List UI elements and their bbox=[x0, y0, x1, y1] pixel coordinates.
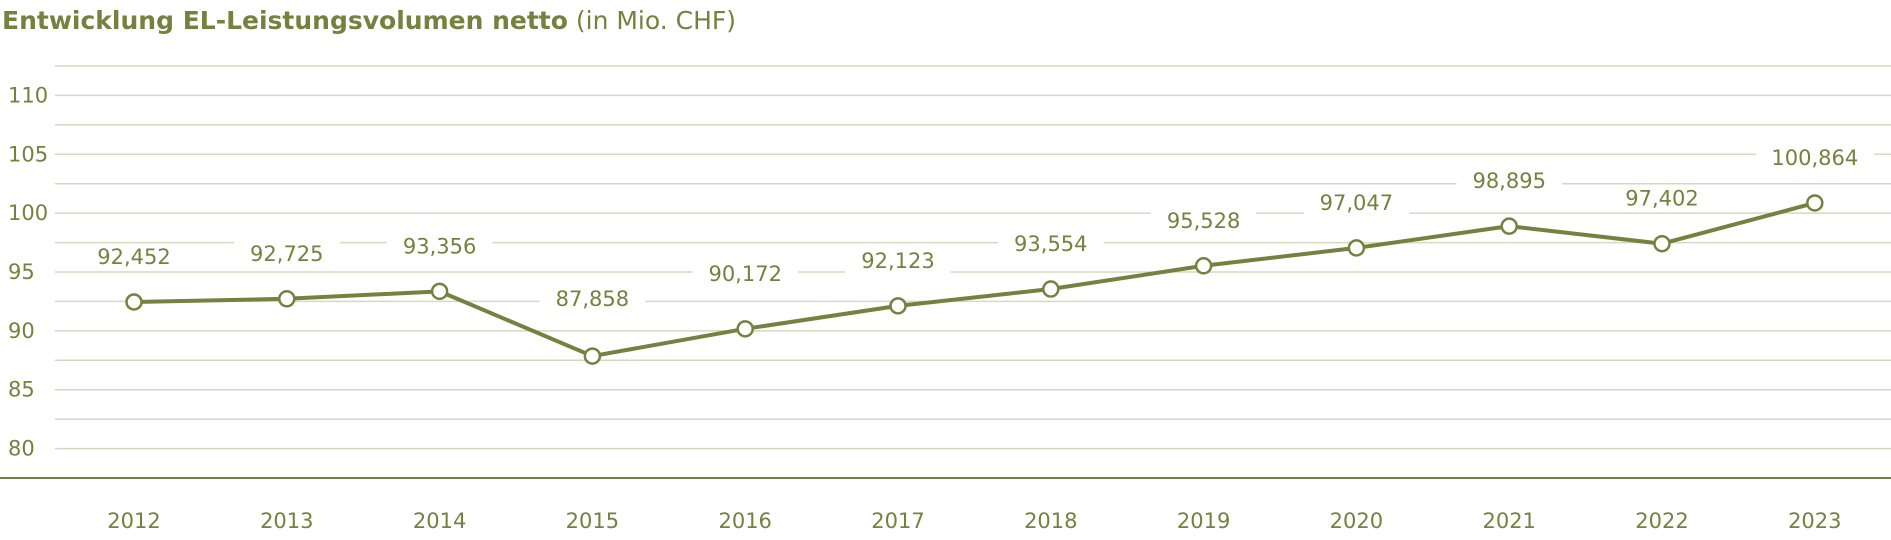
y-tick-label: 95 bbox=[8, 260, 35, 284]
data-label: 97,047 bbox=[1320, 191, 1393, 215]
data-point bbox=[1806, 194, 1824, 212]
data-label-bg bbox=[998, 231, 1104, 258]
y-tick-label: 105 bbox=[8, 142, 48, 166]
chart-title-unit: (in Mio. CHF) bbox=[575, 6, 737, 35]
data-label: 97,402 bbox=[1625, 187, 1698, 211]
data-label-bg bbox=[234, 240, 340, 267]
data-label-bg bbox=[1609, 185, 1715, 212]
data-point bbox=[736, 320, 754, 338]
x-tick-label: 2016 bbox=[718, 509, 771, 533]
x-tick-label: 2013 bbox=[260, 509, 313, 533]
data-label-bg bbox=[1150, 207, 1257, 234]
data-label-bg bbox=[1456, 168, 1562, 195]
chart-title-main: Entwicklung EL-Leistungsvolumen netto bbox=[2, 6, 568, 35]
data-point bbox=[278, 290, 296, 308]
y-tick-label: 100 bbox=[8, 201, 48, 225]
data-label: 87,858 bbox=[556, 287, 629, 311]
data-label: 98,895 bbox=[1472, 169, 1545, 193]
x-tick-label: 2015 bbox=[566, 509, 619, 533]
x-tick-label: 2019 bbox=[1177, 509, 1230, 533]
x-tick-label: 2022 bbox=[1635, 509, 1688, 533]
data-label: 92,725 bbox=[250, 242, 323, 266]
data-label-bg bbox=[845, 247, 951, 274]
data-point bbox=[1194, 257, 1213, 275]
data-label-bg bbox=[386, 233, 493, 260]
y-tick-label: 85 bbox=[8, 378, 35, 402]
y-tick-label: 110 bbox=[8, 83, 48, 107]
data-point bbox=[1653, 234, 1671, 253]
data-label: 93,554 bbox=[1014, 232, 1087, 256]
data-label-bg bbox=[692, 260, 798, 287]
data-label: 100,864 bbox=[1771, 146, 1858, 170]
data-point bbox=[125, 293, 143, 311]
data-points bbox=[125, 194, 1824, 365]
x-tick-label: 2017 bbox=[871, 509, 924, 533]
chart-title: Entwicklung EL-Leistungsvolumen netto (i… bbox=[2, 6, 736, 35]
x-tick-label: 2012 bbox=[107, 509, 160, 533]
data-label: 92,123 bbox=[861, 249, 934, 273]
data-label: 90,172 bbox=[708, 262, 781, 286]
series-line bbox=[133, 201, 1816, 359]
x-tick-label: 2021 bbox=[1482, 509, 1535, 533]
y-axis-ticks: 80 85 90 95 100 105 110 bbox=[8, 83, 48, 460]
data-label: 93,356 bbox=[403, 234, 476, 258]
y-tick-label: 90 bbox=[8, 319, 35, 343]
data-point bbox=[889, 297, 907, 315]
data-point bbox=[1347, 239, 1366, 257]
data-point bbox=[583, 347, 602, 365]
data-label-bg bbox=[539, 286, 646, 313]
data-label-bg bbox=[1755, 144, 1874, 171]
data-label: 95,528 bbox=[1167, 209, 1240, 233]
series-line-path bbox=[133, 201, 1816, 359]
grid-lines bbox=[55, 65, 1891, 450]
x-axis: 2012 2013 2014 2015 2016 2017 2018 2019 2020 2021… bbox=[0, 477, 1891, 533]
data-point bbox=[1042, 280, 1060, 298]
data-label-bg bbox=[81, 243, 187, 270]
x-tick-label: 2014 bbox=[413, 509, 466, 533]
x-tick-label: 2023 bbox=[1788, 509, 1841, 533]
data-point bbox=[1500, 217, 1518, 235]
x-tick-label: 2018 bbox=[1024, 509, 1077, 533]
data-point bbox=[430, 282, 449, 301]
data-label-bg bbox=[1303, 189, 1410, 216]
x-tick-label: 2020 bbox=[1330, 509, 1383, 533]
data-label: 92,452 bbox=[97, 245, 170, 269]
y-tick-label: 80 bbox=[8, 437, 35, 461]
data-labels: 92,452 92,725 93,356 87,858 90,172 92,123 93,5… bbox=[81, 144, 1874, 313]
